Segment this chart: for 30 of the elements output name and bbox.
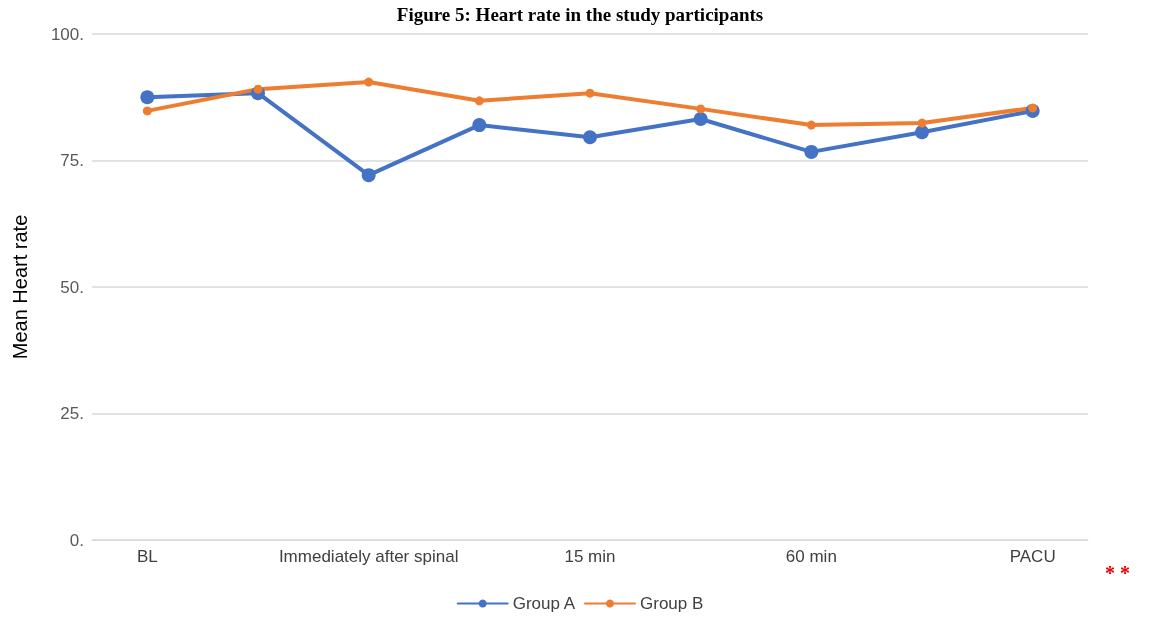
legend-label: Group B xyxy=(640,594,704,613)
y-axis-title: Mean Heart rate xyxy=(9,214,31,360)
point xyxy=(361,168,376,183)
y-tick-label: 25. xyxy=(60,404,84,423)
point xyxy=(253,84,263,94)
point xyxy=(693,112,708,126)
point xyxy=(806,120,816,130)
x-tick-label: Immediately after spinal xyxy=(278,547,459,566)
y-tick-label: 100. xyxy=(50,24,84,44)
text: * * xyxy=(1105,562,1130,585)
point xyxy=(472,118,487,133)
point xyxy=(804,144,819,159)
x-tick-label: 60 min xyxy=(785,547,837,566)
point xyxy=(915,125,929,140)
point xyxy=(364,77,374,87)
y-tick-label: 50. xyxy=(60,277,84,297)
y-tick-label: 0. xyxy=(69,530,84,550)
point xyxy=(140,90,155,105)
point xyxy=(142,106,152,116)
point xyxy=(585,88,595,98)
legend-label: Group A xyxy=(512,594,576,613)
point xyxy=(583,130,597,145)
point xyxy=(917,118,927,128)
x-tick-label: BL xyxy=(136,547,158,566)
chart-title: Figure 5: Heart rate in the study participants xyxy=(396,4,764,25)
x-tick-label: PACU xyxy=(1009,547,1056,566)
point xyxy=(474,96,484,106)
x-tick-label: 15 min xyxy=(564,547,616,566)
point xyxy=(696,104,706,114)
y-tick-label: 75. xyxy=(60,151,84,170)
